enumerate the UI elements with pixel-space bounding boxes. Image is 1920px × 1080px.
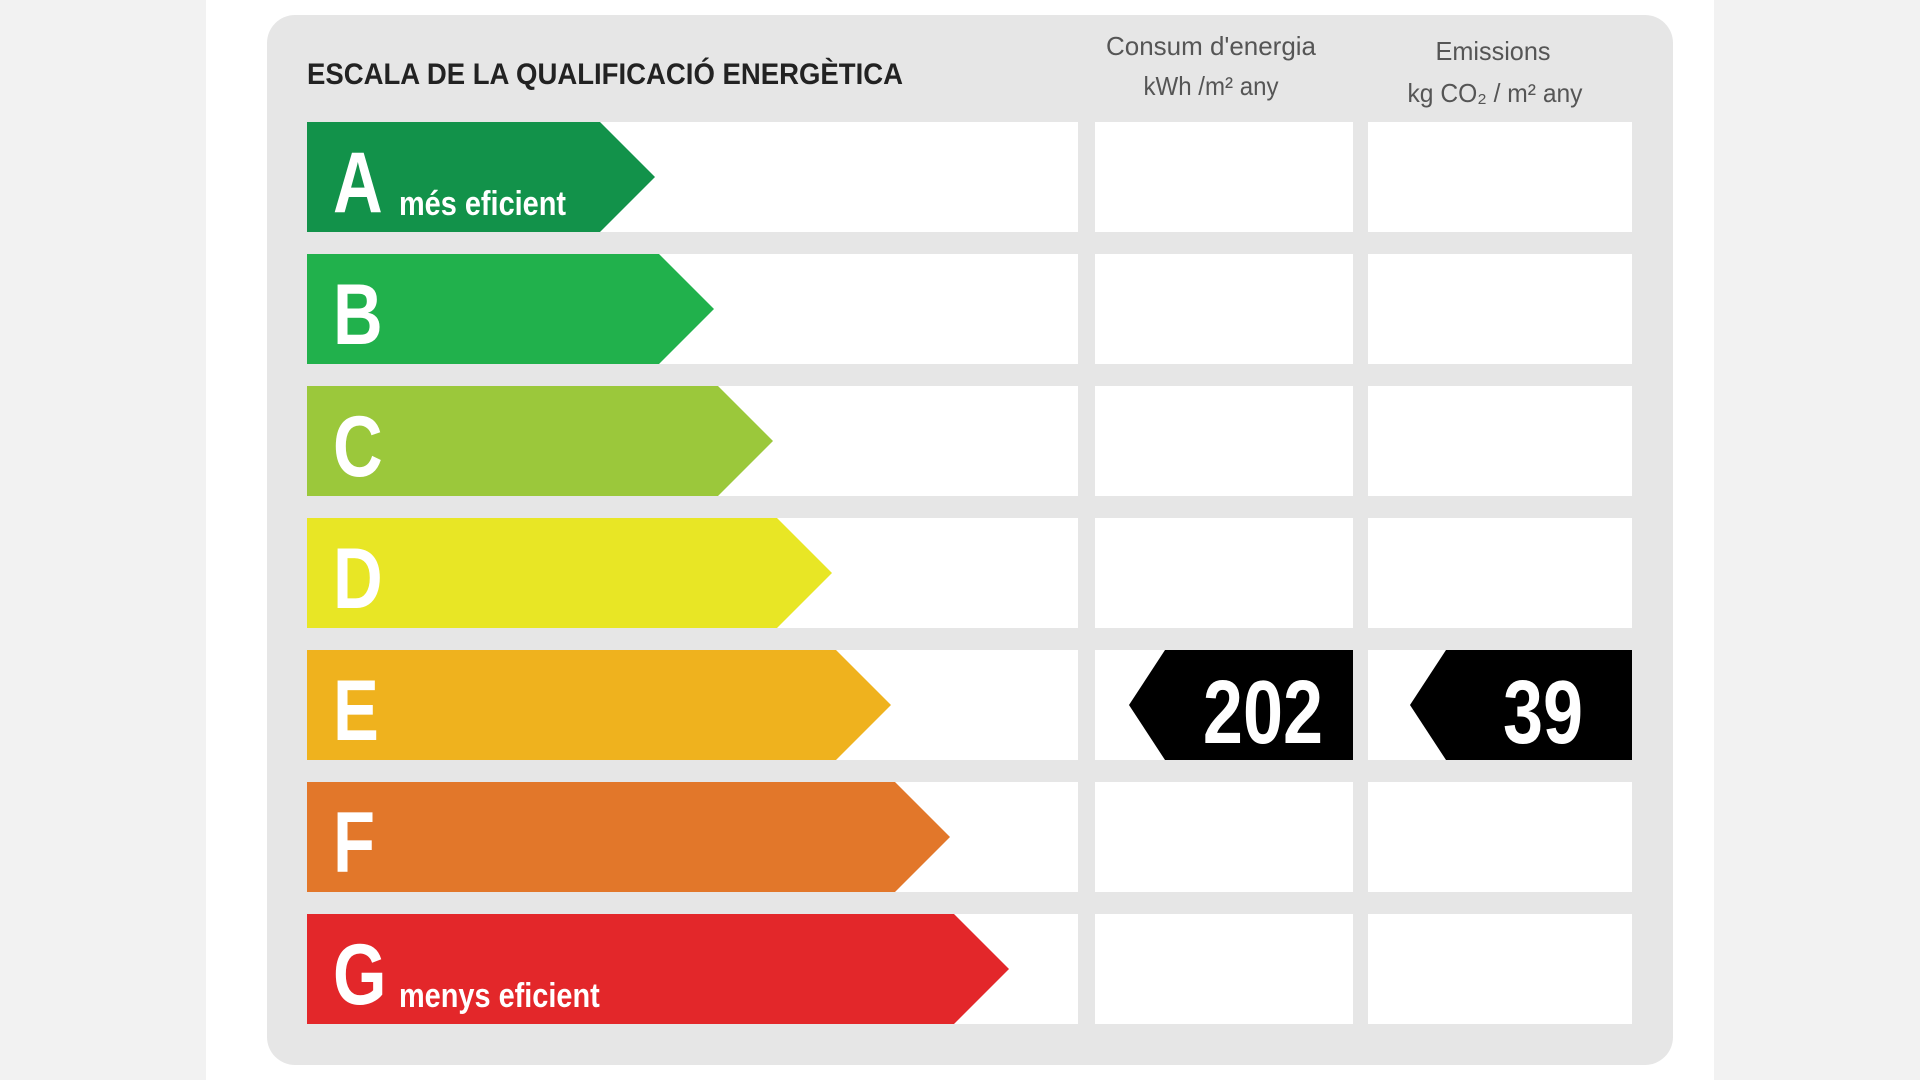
cell bbox=[1368, 386, 1632, 496]
rating-letter: G bbox=[333, 927, 387, 1023]
rating-letter: F bbox=[333, 795, 375, 891]
rating-caption: menys eficient bbox=[399, 976, 600, 1015]
column-title: Emissions bbox=[1436, 36, 1551, 66]
rating-badge bbox=[1129, 650, 1353, 760]
rating-value: 39 bbox=[1503, 662, 1583, 762]
rating-value: 202 bbox=[1203, 662, 1323, 762]
rating-arrow bbox=[307, 782, 950, 892]
cell bbox=[1368, 914, 1632, 1024]
cell bbox=[1368, 122, 1632, 232]
rating-letter: B bbox=[333, 267, 383, 363]
column-unit: kg CO₂ / m² any bbox=[1408, 78, 1583, 108]
cell bbox=[1095, 254, 1353, 364]
rating-arrow bbox=[307, 518, 832, 628]
rating-arrow bbox=[307, 650, 891, 760]
rating-badge bbox=[1410, 650, 1632, 760]
cell bbox=[1368, 782, 1632, 892]
cell bbox=[1095, 782, 1353, 892]
rating-arrow bbox=[307, 386, 773, 496]
rating-letter: C bbox=[333, 399, 383, 495]
column-title: Consum d'energia bbox=[1106, 31, 1317, 61]
rating-letter: A bbox=[333, 135, 383, 231]
cell bbox=[1368, 254, 1632, 364]
rating-arrow bbox=[307, 914, 1009, 1024]
rating-arrow bbox=[307, 122, 655, 232]
rating-letter: E bbox=[333, 663, 379, 759]
cell bbox=[1095, 518, 1353, 628]
cell bbox=[1095, 386, 1353, 496]
rating-letter: D bbox=[333, 531, 383, 627]
title: ESCALA DE LA QUALIFICACIÓ ENERGÈTICA bbox=[307, 57, 903, 91]
rating-arrow bbox=[307, 254, 714, 364]
cell bbox=[1095, 914, 1353, 1024]
column-unit: kWh /m² any bbox=[1144, 71, 1279, 101]
rating-caption: més eficient bbox=[399, 184, 566, 223]
cell bbox=[1368, 518, 1632, 628]
cell bbox=[1095, 122, 1353, 232]
